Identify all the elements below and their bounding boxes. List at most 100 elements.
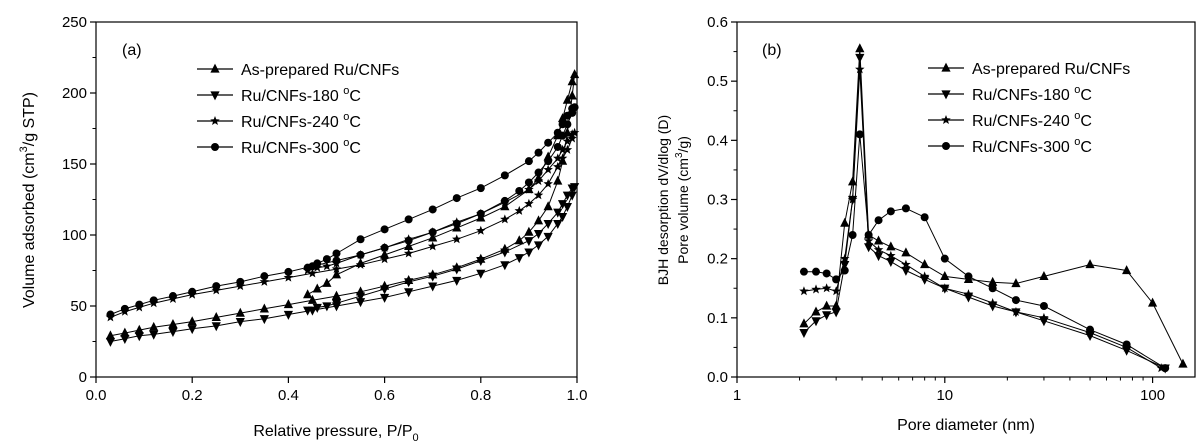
data-point-series-4 <box>1161 364 1170 373</box>
data-point-series-4 <box>822 269 831 278</box>
panel-a-series-layer <box>105 69 580 347</box>
data-point-series-2 <box>476 269 486 279</box>
data-point-series-1 <box>500 201 510 211</box>
data-point-series-4 <box>313 259 322 268</box>
data-point-series-4 <box>1122 340 1131 349</box>
data-point-series-3 <box>557 153 568 163</box>
data-point-series-1 <box>1178 358 1188 368</box>
panel-b-axes-layer: 1 10 100 0.0 0.1 0.2 0.3 0.4 0.5 0.6 <box>707 14 1165 404</box>
data-point-series-2 <box>500 261 510 271</box>
data-point-series-4 <box>428 205 437 214</box>
data-point-series-3 <box>355 259 366 269</box>
data-point-series-2 <box>557 200 568 210</box>
data-point-series-4 <box>106 310 115 319</box>
data-point-series-2 <box>168 327 178 337</box>
data-point-series-3 <box>821 283 832 293</box>
data-point-series-4 <box>544 138 553 147</box>
data-point-series-4 <box>380 243 389 252</box>
data-point-series-3 <box>567 129 577 139</box>
data-point-series-1 <box>283 299 293 309</box>
data-point-series-1 <box>562 94 572 104</box>
data-point-series-4 <box>356 250 365 259</box>
data-point-series-3 <box>514 205 525 215</box>
data-point-series-3 <box>847 194 858 204</box>
data-point-series-2 <box>901 266 911 276</box>
data-point-series-1 <box>524 226 534 236</box>
panel-a-axes-layer: 0.0 0.2 0.4 0.6 0.8 1.0 0 50 100 150 200 250 <box>62 14 587 404</box>
data-point-series-2 <box>553 220 563 230</box>
data-point-series-1 <box>303 289 313 299</box>
data-point-series-1 <box>322 277 332 287</box>
data-point-series-2 <box>476 256 486 266</box>
data-point-series-3 <box>799 286 809 296</box>
data-point-series-1 <box>105 330 116 340</box>
data-point-series-4 <box>236 277 245 286</box>
y-tick-label: 0.1 <box>707 310 728 327</box>
data-point-series-3 <box>987 298 998 308</box>
data-point-series-1 <box>187 316 197 326</box>
data-point-series-2 <box>886 258 896 268</box>
data-point-series-2 <box>873 252 884 262</box>
legend-label: As-prepared Ru/CNFs <box>241 62 399 79</box>
data-point-series-1 <box>940 271 950 281</box>
data-point-series-1 <box>312 283 322 293</box>
data-point-series-4 <box>452 194 461 203</box>
data-point-series-1 <box>1147 297 1158 307</box>
data-point-series-3 <box>259 276 270 286</box>
data-point-series-1 <box>567 76 577 86</box>
data-point-series-1 <box>840 217 850 227</box>
y-tick-label: 0.0 <box>707 369 728 386</box>
panel-a-x-axis-title: Relative pressure, P/P0 <box>253 423 418 444</box>
data-point-series-3 <box>283 272 294 282</box>
panel-a-plot-frame <box>95 21 578 378</box>
data-point-series-1 <box>404 240 414 250</box>
data-point-series-1 <box>553 175 563 185</box>
data-point-series-4 <box>476 184 485 193</box>
panel-b-y-axis-title-line2: Pore volume (cm3/g) <box>674 136 691 264</box>
data-point-series-1 <box>380 249 390 259</box>
data-point-series-1 <box>331 290 342 300</box>
data-point-series-4 <box>500 196 509 205</box>
data-point-series-2 <box>404 288 414 298</box>
data-point-series-3 <box>533 190 544 200</box>
data-point-series-1 <box>822 300 832 310</box>
data-point-series-2 <box>811 317 821 327</box>
data-point-series-2 <box>543 232 553 242</box>
data-point-series-1 <box>567 90 577 100</box>
data-point-series-1 <box>988 276 998 286</box>
data-point-series-3 <box>919 271 930 281</box>
series-line-3 <box>110 131 576 318</box>
y-tick-label: 100 <box>62 227 87 244</box>
data-point-series-2 <box>149 330 159 340</box>
data-point-series-4 <box>553 142 562 151</box>
panel-b-x-axis-title: Pore diameter (nm) <box>897 417 1035 434</box>
data-point-series-1 <box>855 43 865 53</box>
series-line-1 <box>110 74 576 337</box>
data-point-series-1 <box>134 324 144 334</box>
data-point-series-3 <box>562 144 573 154</box>
data-point-series-4 <box>428 228 437 237</box>
data-point-series-2 <box>428 282 438 292</box>
data-point-series-3 <box>533 176 544 186</box>
y-tick-label: 250 <box>62 14 87 31</box>
data-point-series-2 <box>312 303 322 313</box>
legend-marker <box>211 143 219 151</box>
data-point-series-2 <box>1039 317 1049 327</box>
data-point-series-4 <box>940 254 949 263</box>
data-point-series-2 <box>134 332 144 342</box>
data-point-series-3 <box>831 286 841 296</box>
y-tick-label: 0.2 <box>707 251 728 268</box>
legend-label: Ru/CNFs-300 oC <box>241 137 361 157</box>
x-tick-label: 100 <box>1140 387 1165 404</box>
data-point-series-2 <box>105 337 116 347</box>
data-point-series-3 <box>1156 363 1166 373</box>
data-point-series-4 <box>476 209 485 218</box>
data-point-series-2 <box>543 220 553 230</box>
x-tick-label: 10 <box>936 387 953 404</box>
data-point-series-3 <box>1011 306 1021 316</box>
data-point-series-1 <box>901 247 911 257</box>
data-point-series-4 <box>544 157 553 166</box>
data-point-series-3 <box>940 283 950 293</box>
data-point-series-2 <box>963 293 974 303</box>
